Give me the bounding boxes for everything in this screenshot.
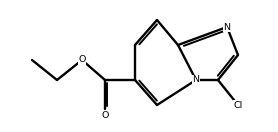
Text: N: N bbox=[192, 76, 200, 84]
Text: Cl: Cl bbox=[233, 100, 243, 110]
Text: N: N bbox=[224, 22, 230, 32]
Text: O: O bbox=[78, 55, 86, 65]
Text: O: O bbox=[101, 111, 109, 120]
